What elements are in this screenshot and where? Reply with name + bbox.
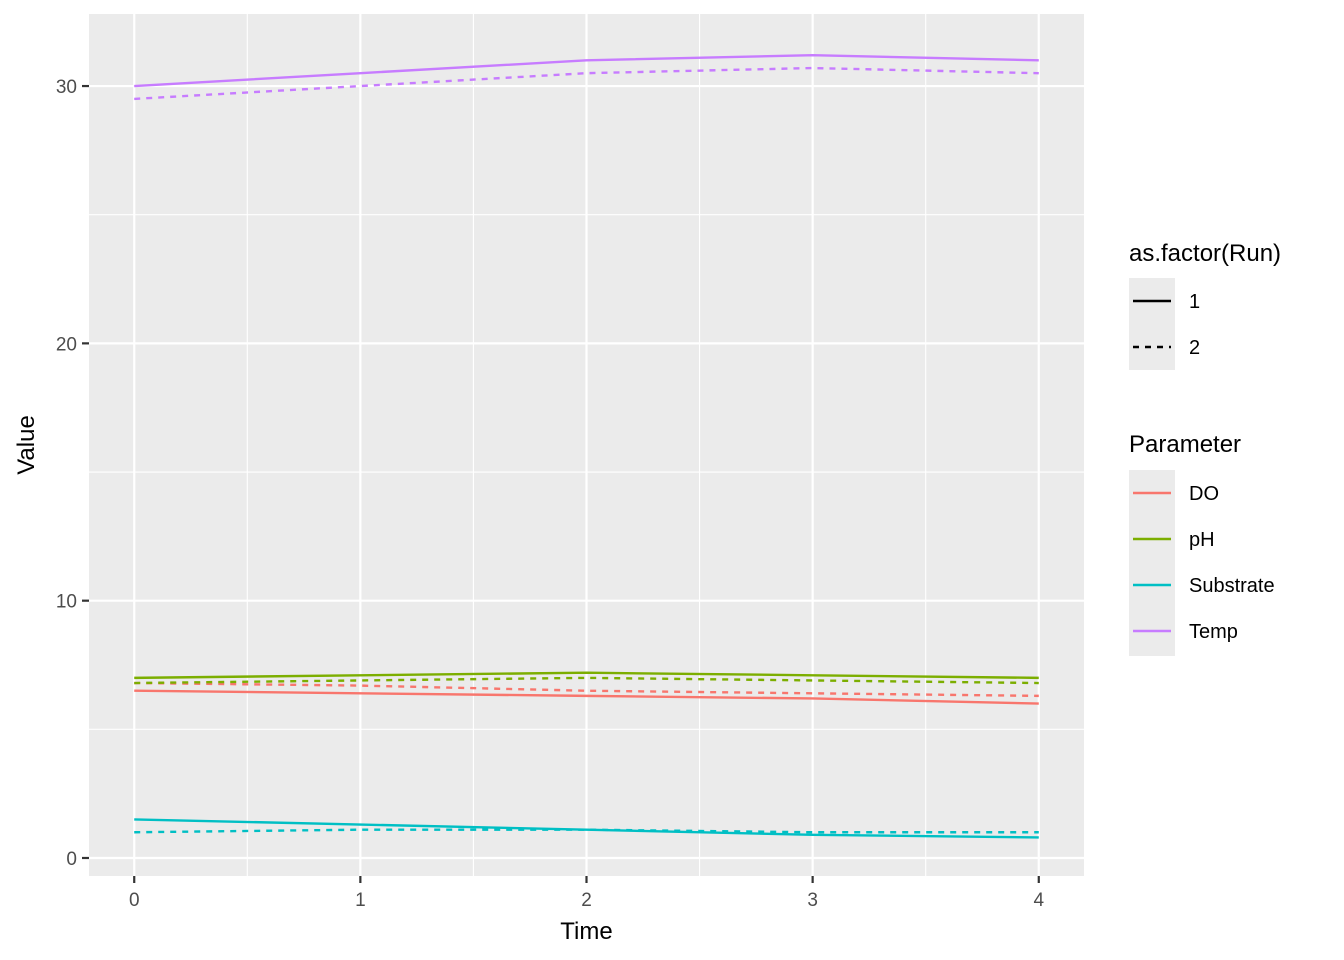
legend-color-key-background [1129, 470, 1175, 656]
series-line-ph-run-1 [134, 671, 1039, 680]
x-tick-label: 0 [129, 890, 140, 911]
series-line-do-run-1 [134, 689, 1039, 705]
y-axis-title: Value [13, 415, 40, 475]
x-tick-label: 1 [355, 890, 366, 911]
y-axis: 0 10 20 30 [56, 77, 89, 870]
legend-linetype: as.factor(Run) 1 2 [1129, 240, 1281, 370]
y-tick-label: 30 [56, 77, 77, 98]
legend-linetype-label-2: 2 [1189, 337, 1200, 359]
legend-color-title: Parameter [1129, 431, 1241, 458]
legend-linetype-title: as.factor(Run) [1129, 240, 1281, 267]
x-axis-title: Time [560, 918, 612, 945]
series-line-temp-run-1 [134, 53, 1039, 88]
legend-color-label-temp: Temp [1189, 621, 1238, 643]
legend-color: Parameter DO pH Substrate Temp [1129, 431, 1275, 656]
x-tick-label: 2 [581, 890, 592, 911]
series-lines [134, 53, 1039, 839]
y-tick-label: 0 [66, 849, 77, 870]
x-axis: 0 1 2 3 4 [129, 876, 1044, 911]
series-line-substrate-run-1 [134, 818, 1039, 839]
legend-linetype-label-1: 1 [1189, 291, 1200, 313]
x-tick-label: 4 [1033, 890, 1044, 911]
legend-color-label-do: DO [1189, 483, 1219, 505]
x-tick-label: 3 [807, 890, 818, 911]
legend-linetype-key-background [1129, 278, 1175, 370]
grid-major [89, 14, 1084, 876]
legend-color-label-ph: pH [1189, 529, 1215, 551]
legend-color-label-substrate: Substrate [1189, 575, 1275, 597]
y-tick-label: 10 [56, 592, 77, 613]
y-tick-label: 20 [56, 334, 77, 355]
